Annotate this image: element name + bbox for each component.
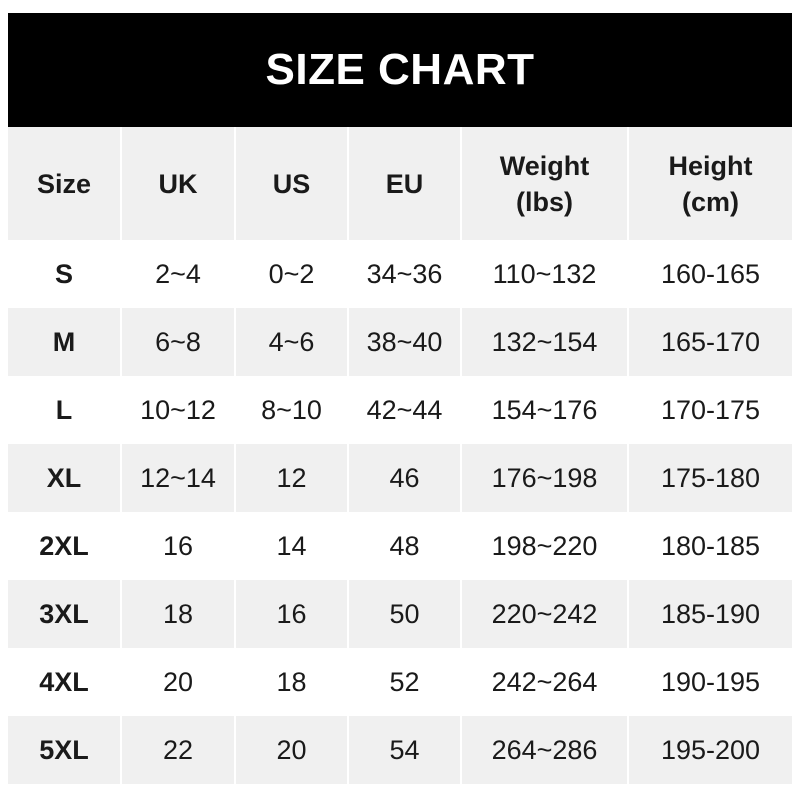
column-header-label: Weight: [499, 150, 590, 181]
table-cell: 165-170: [627, 308, 792, 376]
size-cell: 5XL: [8, 716, 121, 784]
column-header: Size: [8, 127, 121, 240]
column-header: UK: [120, 127, 235, 240]
table-cell: 14: [234, 512, 348, 580]
table-cell: 8~10: [234, 376, 348, 444]
table-cell: 195-200: [627, 716, 792, 784]
size-cell: L: [8, 376, 121, 444]
page-title: SIZE CHART: [8, 13, 792, 127]
column-header-label: EU: [385, 168, 424, 199]
table-cell: 16: [120, 512, 235, 580]
table-cell: 242~264: [460, 648, 628, 716]
column-header: Height (cm): [627, 127, 792, 240]
table-cell: 52: [347, 648, 461, 716]
column-header-label: US: [272, 168, 311, 199]
table-row: S 2~4 0~2 34~36 110~132 160-165: [8, 240, 792, 308]
table-cell: 4~6: [234, 308, 348, 376]
table-cell: 46: [347, 444, 461, 512]
column-header-unit: (lbs): [516, 186, 573, 217]
header-row: Size UK US EU Weight (lbs) Height (cm): [8, 127, 792, 240]
size-cell: M: [8, 308, 121, 376]
column-header-label: Height: [668, 150, 753, 181]
size-chart-table: Size UK US EU Weight (lbs) Height (cm) S 2~4 0~2 3…: [8, 127, 792, 784]
column-header: EU: [347, 127, 461, 240]
table-cell: 18: [234, 648, 348, 716]
table-row: 4XL 20 18 52 242~264 190-195: [8, 648, 792, 716]
size-cell: 3XL: [8, 580, 121, 648]
table-cell: 22: [120, 716, 235, 784]
column-header: Weight (lbs): [460, 127, 628, 240]
table-cell: 154~176: [460, 376, 628, 444]
size-cell: S: [8, 240, 121, 308]
table-cell: 110~132: [460, 240, 628, 308]
table-row: XL 12~14 12 46 176~198 175-180: [8, 444, 792, 512]
table-row: 5XL 22 20 54 264~286 195-200: [8, 716, 792, 784]
table-cell: 10~12: [120, 376, 235, 444]
table-cell: 20: [234, 716, 348, 784]
table-row: 2XL 16 14 48 198~220 180-185: [8, 512, 792, 580]
table-cell: 185-190: [627, 580, 792, 648]
table-row: L 10~12 8~10 42~44 154~176 170-175: [8, 376, 792, 444]
table-cell: 160-165: [627, 240, 792, 308]
table-cell: 34~36: [347, 240, 461, 308]
table-cell: 12: [234, 444, 348, 512]
table-cell: 198~220: [460, 512, 628, 580]
table-cell: 48: [347, 512, 461, 580]
size-cell: 2XL: [8, 512, 121, 580]
size-cell: 4XL: [8, 648, 121, 716]
table-cell: 6~8: [120, 308, 235, 376]
table-cell: 176~198: [460, 444, 628, 512]
table-cell: 54: [347, 716, 461, 784]
table-cell: 220~242: [460, 580, 628, 648]
table-row: 3XL 18 16 50 220~242 185-190: [8, 580, 792, 648]
table-cell: 0~2: [234, 240, 348, 308]
table-row: M 6~8 4~6 38~40 132~154 165-170: [8, 308, 792, 376]
column-header: US: [234, 127, 348, 240]
table-cell: 170-175: [627, 376, 792, 444]
column-header-unit: (cm): [681, 186, 739, 217]
table-cell: 38~40: [347, 308, 461, 376]
table-cell: 18: [120, 580, 235, 648]
table-cell: 190-195: [627, 648, 792, 716]
table-cell: 50: [347, 580, 461, 648]
column-header-label: UK: [158, 168, 198, 199]
table-cell: 175-180: [627, 444, 792, 512]
table-cell: 264~286: [460, 716, 628, 784]
size-cell: XL: [8, 444, 121, 512]
table-cell: 16: [234, 580, 348, 648]
table-cell: 42~44: [347, 376, 461, 444]
table-cell: 132~154: [460, 308, 628, 376]
table-cell: 180-185: [627, 512, 792, 580]
table-cell: 12~14: [120, 444, 235, 512]
column-header-label: Size: [36, 168, 92, 199]
table-cell: 2~4: [120, 240, 235, 308]
table-cell: 20: [120, 648, 235, 716]
